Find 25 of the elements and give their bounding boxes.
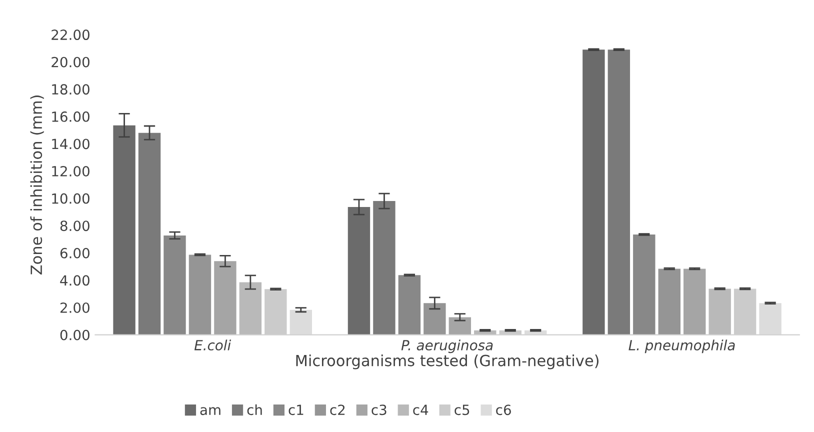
y-tick-label: 0.00 bbox=[60, 330, 90, 340]
y-tick-label: 18.00 bbox=[52, 84, 90, 95]
x-axis-title: Microorganisms tested (Gram-negative) bbox=[296, 354, 598, 370]
x-tick-label: L. pneumophila bbox=[628, 340, 735, 354]
y-tick-label: 22.00 bbox=[52, 30, 90, 40]
y-tick-label: 16.00 bbox=[52, 111, 90, 122]
y-axis-title: Zone of inhibition (mm) bbox=[30, 96, 44, 274]
legend-label: c1 bbox=[288, 404, 304, 416]
y-tick-label: 6.00 bbox=[60, 248, 90, 258]
legend-label: c5 bbox=[454, 404, 470, 416]
legend-label: c6 bbox=[496, 404, 511, 416]
legend-label: c2 bbox=[330, 404, 345, 416]
y-tick-label: 8.00 bbox=[60, 220, 90, 232]
x-tick-label: E.coli bbox=[194, 340, 232, 350]
y-tick-label: 2.00 bbox=[60, 302, 90, 313]
legend-label: ch bbox=[247, 404, 262, 416]
y-tick-label: 20.00 bbox=[52, 56, 90, 68]
y-tick-label: 4.00 bbox=[60, 275, 90, 286]
legend-label: am bbox=[200, 407, 220, 416]
legend-label: c3 bbox=[372, 404, 386, 416]
legend-label: c4 bbox=[413, 404, 428, 416]
y-tick-label: 10.00 bbox=[52, 193, 90, 204]
x-tick-label: P. aeruginosa bbox=[401, 340, 493, 354]
y-tick-label: 12.00 bbox=[52, 166, 90, 177]
y-tick-label: 14.00 bbox=[52, 138, 90, 150]
